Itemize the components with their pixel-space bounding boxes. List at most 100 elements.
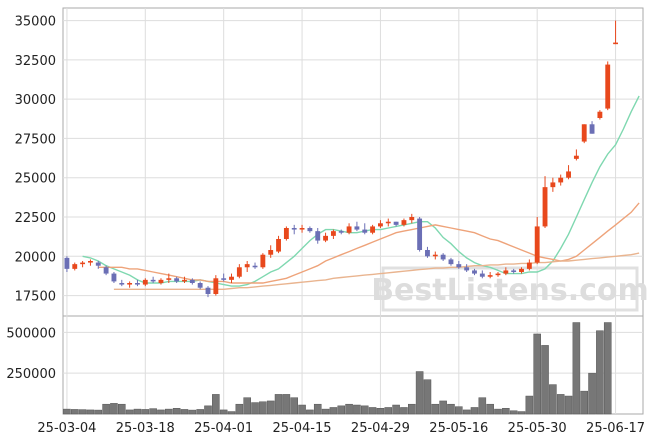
candle-body — [182, 279, 187, 282]
candle-body — [519, 268, 524, 272]
candle-body — [103, 267, 109, 274]
candle-body — [229, 276, 234, 280]
candle-body — [158, 279, 164, 283]
candle-body — [464, 267, 470, 271]
volume-bar — [227, 411, 236, 415]
volume-bar — [353, 404, 361, 415]
volume-bar — [70, 409, 79, 415]
price-tick-label: 30000 — [15, 93, 56, 108]
volume-bar — [486, 403, 494, 415]
candle-body — [291, 228, 297, 230]
candle-body — [166, 278, 172, 280]
volume-bar — [157, 409, 165, 415]
volume-bar — [63, 408, 71, 415]
volume-bar — [549, 384, 557, 415]
volume-bar — [400, 407, 408, 415]
volume-bar — [180, 409, 189, 415]
candle-body — [244, 264, 250, 268]
volume-bar — [196, 409, 204, 415]
candle-body — [95, 262, 101, 266]
price-tick-label: 20000 — [15, 250, 56, 265]
candle-body — [354, 226, 360, 230]
volume-bar — [478, 397, 487, 415]
price-tick-label: 27500 — [15, 132, 56, 147]
volume-bar — [360, 405, 369, 415]
volume-bar — [266, 400, 275, 415]
volume-bar — [580, 390, 588, 415]
candle-body — [236, 267, 242, 277]
candle-body — [487, 275, 493, 277]
date-tick-label: 25-06-17 — [586, 421, 645, 436]
volume-bar — [329, 407, 338, 415]
volume-bar — [306, 409, 314, 415]
volume-bar — [392, 404, 400, 415]
date-tick-label: 25-03-18 — [116, 421, 175, 436]
candle-body — [425, 250, 430, 257]
price-tick-label: 35000 — [15, 15, 56, 30]
date-tick-label: 25-04-29 — [351, 421, 410, 436]
watermark-frame — [381, 266, 639, 312]
candle-body — [378, 223, 383, 227]
candlesticks — [64, 20, 618, 298]
candle-body — [542, 187, 548, 227]
candle-body — [495, 273, 501, 276]
candle-body — [119, 283, 125, 285]
candle-body — [276, 239, 281, 252]
candle-body — [127, 283, 133, 285]
volume-bar — [455, 406, 463, 415]
volume-bar — [431, 403, 440, 415]
volume-bar — [149, 408, 157, 415]
volume-bar — [368, 407, 377, 415]
candle-body — [174, 278, 180, 282]
volume-bar — [290, 397, 298, 415]
watermark: BestListens.com — [371, 266, 649, 312]
date-tick-label: 25-04-15 — [273, 421, 332, 436]
volume-bar — [596, 330, 604, 415]
date-tick-label: 25-05-30 — [508, 421, 567, 436]
volume-bar — [415, 371, 424, 415]
volume-bar — [94, 409, 103, 415]
volume-bar — [517, 411, 526, 415]
volume-bar — [282, 394, 291, 415]
price-tick-label: 17500 — [15, 290, 56, 305]
candle-body — [393, 221, 399, 225]
volume-bar — [572, 322, 581, 415]
candle-body — [189, 279, 195, 283]
candle-body — [111, 273, 117, 282]
candle-body — [401, 220, 407, 225]
moving-average-line-2 — [98, 202, 640, 284]
volume-bar — [376, 408, 385, 415]
volume-bar — [172, 408, 181, 415]
volume-bar — [564, 395, 573, 415]
volume-bar — [439, 400, 447, 415]
price-tick-label: 22500 — [15, 211, 56, 226]
candle-body — [252, 265, 258, 268]
moving-average-line-3 — [113, 252, 640, 290]
volume-bar — [204, 405, 212, 415]
volume-bar — [470, 407, 479, 415]
volume-bar — [133, 408, 142, 415]
candle-body — [307, 228, 313, 232]
volume-bar — [462, 409, 471, 415]
candle-body — [268, 250, 274, 255]
volume-bar — [541, 345, 549, 415]
candle-body — [283, 228, 289, 239]
date-tick-label: 25-03-04 — [37, 421, 96, 436]
candle-body — [385, 221, 391, 224]
candle-body — [534, 226, 540, 263]
volume-axis-labels: 250000 500000 — [6, 326, 56, 382]
volume-bar — [110, 403, 118, 415]
candle-body — [72, 264, 78, 269]
volume-bar — [509, 410, 518, 415]
volume-bar — [321, 408, 330, 415]
volume-bar — [408, 403, 416, 415]
volume-bar — [102, 403, 110, 415]
candle-body — [573, 155, 579, 159]
volume-bar — [141, 409, 150, 415]
volume-bar — [345, 403, 353, 415]
price-axis-labels: 17500 20000 22500 25000 27500 30000 32500 35000 — [15, 15, 56, 305]
volume-bar — [298, 404, 306, 415]
candle-body — [205, 287, 211, 294]
